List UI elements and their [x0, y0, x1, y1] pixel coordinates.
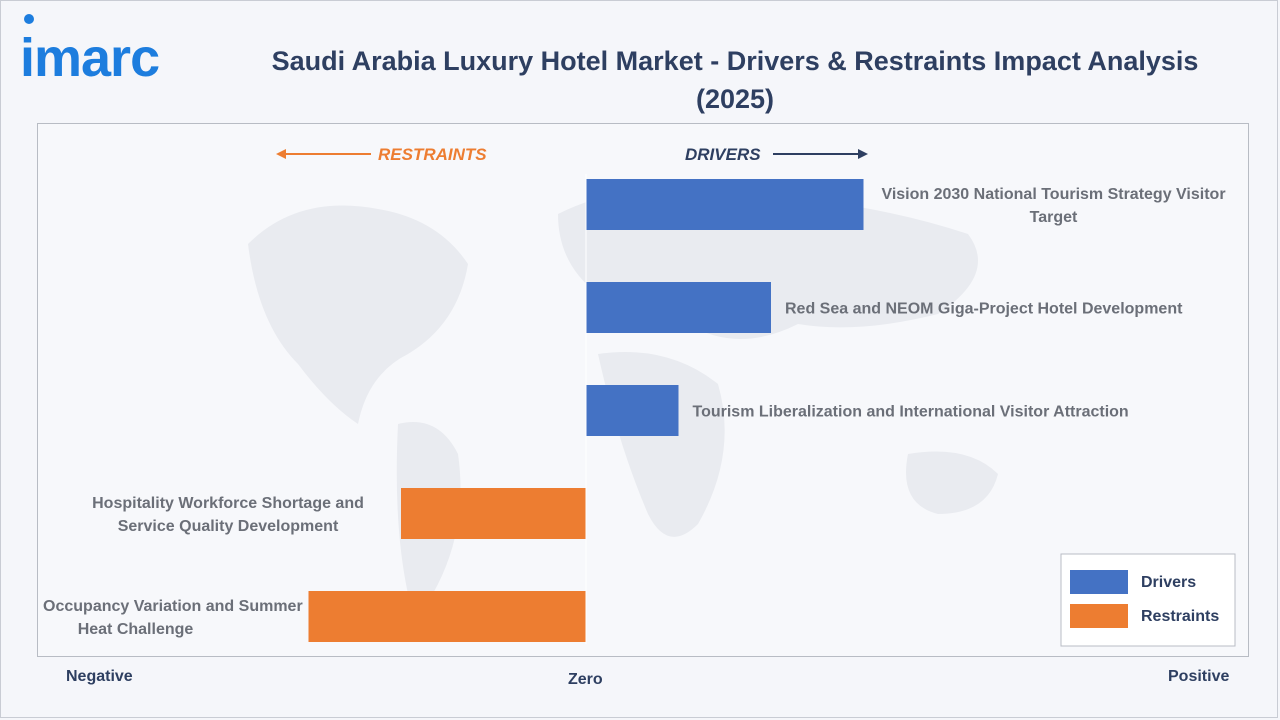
category-label-4: Seasonal Occupancy Variation and SummerH…	[38, 598, 303, 638]
axis-label-negative: Negative	[66, 668, 133, 685]
legend-swatch-drivers	[1070, 570, 1128, 594]
bar-restraint-3	[401, 488, 586, 539]
category-label-1: Red Sea and NEOM Giga-Project Hotel Deve…	[785, 301, 1183, 318]
category-label-3: Hospitality Workforce Shortage and Servic…	[92, 495, 364, 535]
legend-swatch-restraints	[1070, 604, 1128, 628]
bar-driver-0	[586, 179, 864, 230]
category-label-0: Vision 2030 National Tourism Strategy Vi…	[881, 186, 1225, 226]
axis-label-zero: Zero	[568, 671, 603, 688]
category-label-2: Tourism Liberalization and International…	[693, 404, 1129, 421]
chart-title: Saudi Arabia Luxury Hotel Market - Drive…	[271, 46, 1199, 114]
restraints-arrowhead	[276, 149, 286, 159]
legend-box	[1060, 553, 1236, 647]
bar-restraint-4	[308, 591, 586, 642]
drivers-arrowhead	[858, 149, 868, 159]
plot-area: RESTRAINTS DRIVERS Vision 2030 National …	[37, 123, 1249, 657]
logo-text: imarc	[20, 28, 160, 88]
legend: Drivers Restraints	[1060, 553, 1236, 647]
chart-svg: RESTRAINTS DRIVERS Vision 2030 National …	[38, 145, 1236, 647]
legend-label-drivers: Drivers	[1141, 574, 1196, 591]
drivers-direction-label: DRIVERS	[685, 145, 761, 164]
axis-label-positive: Positive	[1168, 668, 1230, 685]
bar-driver-2	[586, 385, 679, 436]
bar-driver-1	[586, 282, 771, 333]
bars-group	[308, 179, 864, 642]
direction-labels: RESTRAINTS DRIVERS	[276, 145, 868, 164]
logo-dot	[24, 14, 34, 24]
bar-labels-group: Vision 2030 National Tourism Strategy Vi…	[38, 186, 1226, 638]
restraints-direction-label: RESTRAINTS	[378, 145, 487, 164]
legend-label-restraints: Restraints	[1141, 608, 1219, 625]
